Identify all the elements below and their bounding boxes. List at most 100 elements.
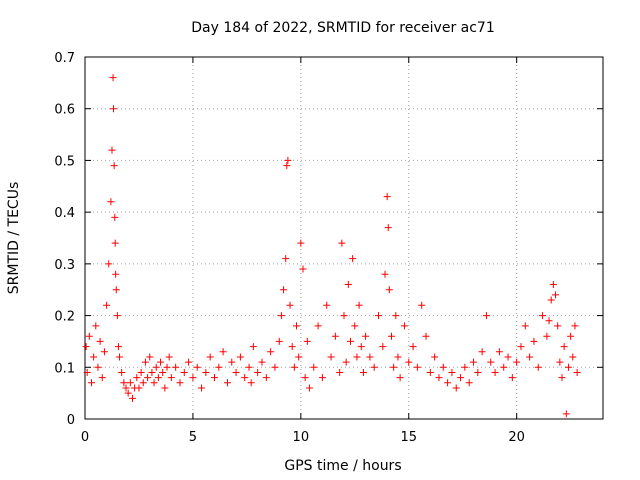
data-point — [465, 379, 473, 387]
x-tick-label: 20 — [508, 430, 525, 445]
data-point — [400, 322, 408, 330]
data-point — [394, 353, 402, 361]
x-tick-label: 15 — [400, 430, 417, 445]
data-point — [562, 410, 570, 418]
plot-frame — [84, 56, 604, 420]
data-point — [223, 379, 231, 387]
data-point — [135, 384, 143, 392]
data-point — [303, 337, 311, 345]
data-point — [392, 312, 400, 320]
data-point — [478, 348, 486, 356]
data-point — [431, 353, 439, 361]
data-point — [487, 358, 495, 366]
data-point — [247, 379, 255, 387]
data-point — [355, 301, 363, 309]
data-point — [105, 260, 113, 268]
data-point — [165, 353, 173, 361]
y-tick-label: 0.7 — [54, 51, 75, 66]
data-point — [452, 384, 460, 392]
data-point — [241, 374, 249, 382]
data-point — [211, 374, 218, 382]
data-point — [375, 312, 383, 320]
data-point — [552, 291, 560, 299]
data-point — [359, 368, 367, 376]
data-point — [327, 353, 335, 361]
data-point — [122, 384, 130, 392]
data-point — [148, 368, 156, 376]
y-tick-label: 0.4 — [54, 206, 75, 221]
data-point — [413, 363, 421, 371]
y-tick-label: 0 — [67, 413, 75, 428]
data-point — [109, 105, 117, 113]
data-point — [290, 363, 298, 371]
data-point — [124, 389, 132, 397]
data-point — [534, 363, 542, 371]
data-point — [141, 358, 149, 366]
data-point — [193, 363, 201, 371]
data-point — [254, 368, 262, 376]
data-point — [118, 368, 126, 376]
data-point — [161, 384, 169, 392]
data-point — [198, 384, 206, 392]
data-point — [249, 343, 257, 351]
data-points — [82, 74, 581, 418]
data-point — [558, 374, 566, 382]
data-point — [206, 353, 214, 361]
data-point — [236, 353, 244, 361]
x-tick-label: 5 — [189, 430, 197, 445]
data-point — [385, 286, 393, 294]
chart-title: Day 184 of 2022, SRMTID for receiver ac7… — [191, 20, 495, 36]
data-point — [344, 281, 352, 289]
data-point — [569, 353, 577, 361]
data-point — [409, 343, 417, 351]
data-point — [150, 379, 158, 387]
data-point — [331, 332, 339, 340]
y-tick-label: 0.3 — [54, 258, 75, 273]
data-point — [444, 379, 452, 387]
data-point — [215, 363, 223, 371]
data-point — [258, 358, 266, 366]
data-point — [295, 353, 303, 361]
data-point — [180, 368, 188, 376]
data-point — [390, 363, 398, 371]
data-point — [152, 363, 160, 371]
data-point — [338, 239, 346, 247]
data-point — [176, 379, 184, 387]
data-point — [353, 353, 361, 361]
data-point — [283, 162, 291, 170]
data-point — [318, 374, 326, 382]
data-point — [110, 162, 118, 170]
data-point — [310, 363, 318, 371]
data-point — [349, 255, 357, 263]
data-point — [567, 332, 575, 340]
grid-lines — [85, 57, 603, 419]
data-point — [109, 74, 117, 82]
data-point — [405, 358, 413, 366]
data-point — [82, 343, 90, 351]
data-point — [96, 337, 104, 345]
data-point — [381, 270, 389, 278]
data-point — [154, 374, 162, 382]
x-tick-label: 10 — [293, 430, 310, 445]
y-tick-label: 0.1 — [54, 361, 75, 376]
data-point — [549, 281, 557, 289]
data-point — [323, 301, 331, 309]
data-point — [336, 368, 344, 376]
data-point — [482, 312, 490, 320]
data-point — [461, 363, 469, 371]
data-point — [83, 368, 91, 376]
data-point — [108, 146, 116, 154]
data-point — [107, 198, 115, 206]
data-point — [280, 286, 288, 294]
data-point — [245, 363, 253, 371]
data-point — [346, 337, 354, 345]
data-point — [163, 363, 171, 371]
data-point — [387, 332, 395, 340]
data-point — [87, 379, 95, 387]
data-point — [113, 312, 121, 320]
data-point — [116, 353, 124, 361]
data-point — [146, 353, 154, 361]
data-point — [144, 374, 152, 382]
data-point — [362, 332, 370, 340]
data-point — [172, 363, 180, 371]
